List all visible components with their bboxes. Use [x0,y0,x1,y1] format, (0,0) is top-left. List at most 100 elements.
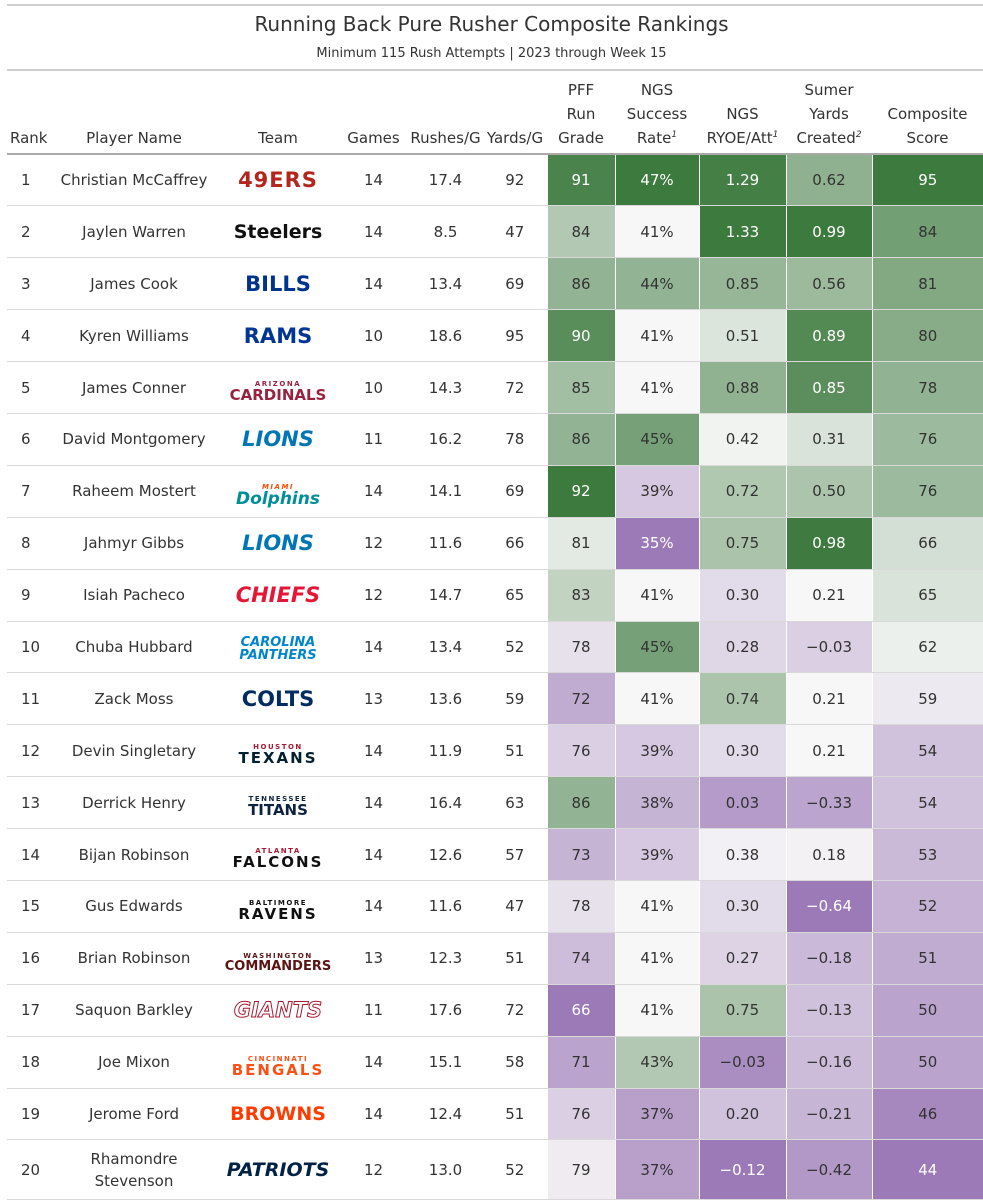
cell-ryoe: −0.03 [698,1036,786,1089]
cell-ryoe: 0.74 [698,672,786,726]
column-header-comp: Composite Score [872,71,983,155]
cell-player: Raheem Mostert [51,465,217,518]
cell-rank: 20 [7,1139,51,1200]
team-logo: BILLS [245,271,311,296]
table-row: 1 Christian McCaffrey 49ERS 14 17.4 92 91 47% 1.… [7,154,983,207]
cell-pff: 78 [546,621,615,674]
cell-syc: −0.21 [785,1088,872,1141]
cell-yards_g: 65 [483,569,547,622]
team-logo-city: TENNESSEE [248,795,308,804]
cell-ngs_sr: 45% [614,621,699,674]
cell-ngs_sr: 41% [614,880,699,933]
footnote-marker: 1 [772,130,779,140]
cell-yards_g: 51 [483,932,547,985]
table-row: 16 Brian Robinson WASHINGTON COMMANDERS 13 12… [7,932,983,985]
cell-games: 14 [339,154,408,207]
cell-ryoe: 1.33 [698,205,786,259]
table-row: 5 James Conner ARIZONA CARDINALS 10 14.3 72 85 4… [7,361,983,414]
column-header-rushes_g: Rushes/G [408,71,483,155]
cell-comp: 59 [871,672,983,726]
column-header-rank: Rank [7,71,51,155]
team-logo: CHIEFS [235,583,321,608]
cell-team: HOUSTON TEXANS [217,724,339,778]
column-header-line: Sumer [804,81,854,99]
cell-team: MIAMI Dolphins [217,465,339,518]
cell-yards_g: 47 [483,880,547,933]
cell-games: 13 [339,672,408,726]
table-row: 2 Jaylen Warren Steelers 14 8.5 47 84 41% 1.33 0.… [7,205,983,259]
column-header-syc: Sumer Yards Created2 [786,71,872,155]
cell-yards_g: 69 [483,465,547,518]
column-header-ryoe: NGS RYOE/Att1 [699,71,786,155]
table-row: 4 Kyren Williams RAMS 10 18.6 95 90 41% 0.51 0.89… [7,309,983,363]
cell-player: Kyren Williams [51,309,217,363]
cell-comp: 95 [871,154,983,207]
cell-rank: 16 [7,932,51,985]
cell-ryoe: 0.42 [698,413,786,466]
column-header-yards_g: Yards/G [483,71,547,155]
cell-yards_g: 72 [483,361,547,414]
team-logo: ATLANTA FALCONS [233,839,324,870]
cell-team: TENNESSEE TITANS [217,776,339,830]
header-row: Rank Player Name Team Games Rushes/G Yards/G P… [7,71,983,155]
cell-rushes_g: 15.1 [408,1036,483,1089]
cell-player: Isiah Pacheco [51,569,217,622]
cell-player: Zack Moss [51,672,217,726]
cell-player: Bijan Robinson [51,828,217,881]
team-logo: LIONS [242,427,314,452]
cell-pff: 66 [546,984,615,1037]
cell-games: 14 [339,1088,408,1141]
cell-ngs_sr: 37% [614,1139,699,1200]
cell-games: 11 [339,413,408,466]
cell-games: 14 [339,205,408,259]
team-logo: RAMS [243,323,313,348]
team-logo: COLTS [241,686,315,711]
cell-pff: 71 [546,1036,615,1089]
cell-team: Steelers [217,205,339,259]
cell-comp: 50 [871,1036,983,1089]
cell-rank: 5 [7,361,51,414]
team-logo-stack: CINCINNATI BENGALS [232,1054,325,1078]
cell-player: Jahmyr Gibbs [51,517,217,570]
team-logo-name: TITANS [248,801,308,820]
cell-games: 14 [339,828,408,881]
cell-team: LIONS [217,517,339,570]
cell-rushes_g: 14.7 [408,569,483,622]
cell-games: 11 [339,984,408,1037]
cell-rank: 8 [7,517,51,570]
cell-syc: −0.64 [785,880,872,933]
cell-games: 12 [339,569,408,622]
cell-ryoe: 1.29 [698,154,786,207]
cell-ngs_sr: 43% [614,1036,699,1089]
table-row: 9 Isiah Pacheco CHIEFS 12 14.7 65 83 41% 0.30 0.2… [7,569,983,622]
cell-team: CINCINNATI BENGALS [217,1036,339,1089]
cell-player: Brian Robinson [51,932,217,985]
cell-rank: 9 [7,569,51,622]
team-logo-stack: TENNESSEE TITANS [248,796,308,818]
cell-rank: 17 [7,984,51,1037]
column-header-line: Run [566,105,596,123]
cell-ryoe: 0.38 [698,828,786,881]
column-header-line: Created [796,129,856,147]
team-logo-city: CINCINNATI [247,1054,309,1063]
cell-team: BROWNS [217,1088,339,1141]
cell-pff: 83 [546,569,615,622]
column-header-line: Player Name [86,129,182,147]
cell-syc: 0.56 [785,257,872,311]
team-logo: 49ERS [238,168,318,193]
cell-syc: 0.31 [785,413,872,466]
cell-ngs_sr: 41% [614,309,699,363]
cell-pff: 79 [546,1139,615,1200]
cell-yards_g: 47 [483,205,547,259]
cell-player: Jerome Ford [51,1088,217,1141]
cell-games: 10 [339,309,408,363]
cell-comp: 65 [871,569,983,622]
cell-rushes_g: 16.2 [408,413,483,466]
cell-rushes_g: 13.4 [408,621,483,674]
cell-player: James Conner [51,361,217,414]
cell-yards_g: 51 [483,1088,547,1141]
column-header-line: Rank [10,129,48,147]
cell-games: 12 [339,1139,408,1200]
cell-games: 14 [339,776,408,830]
cell-rushes_g: 16.4 [408,776,483,830]
